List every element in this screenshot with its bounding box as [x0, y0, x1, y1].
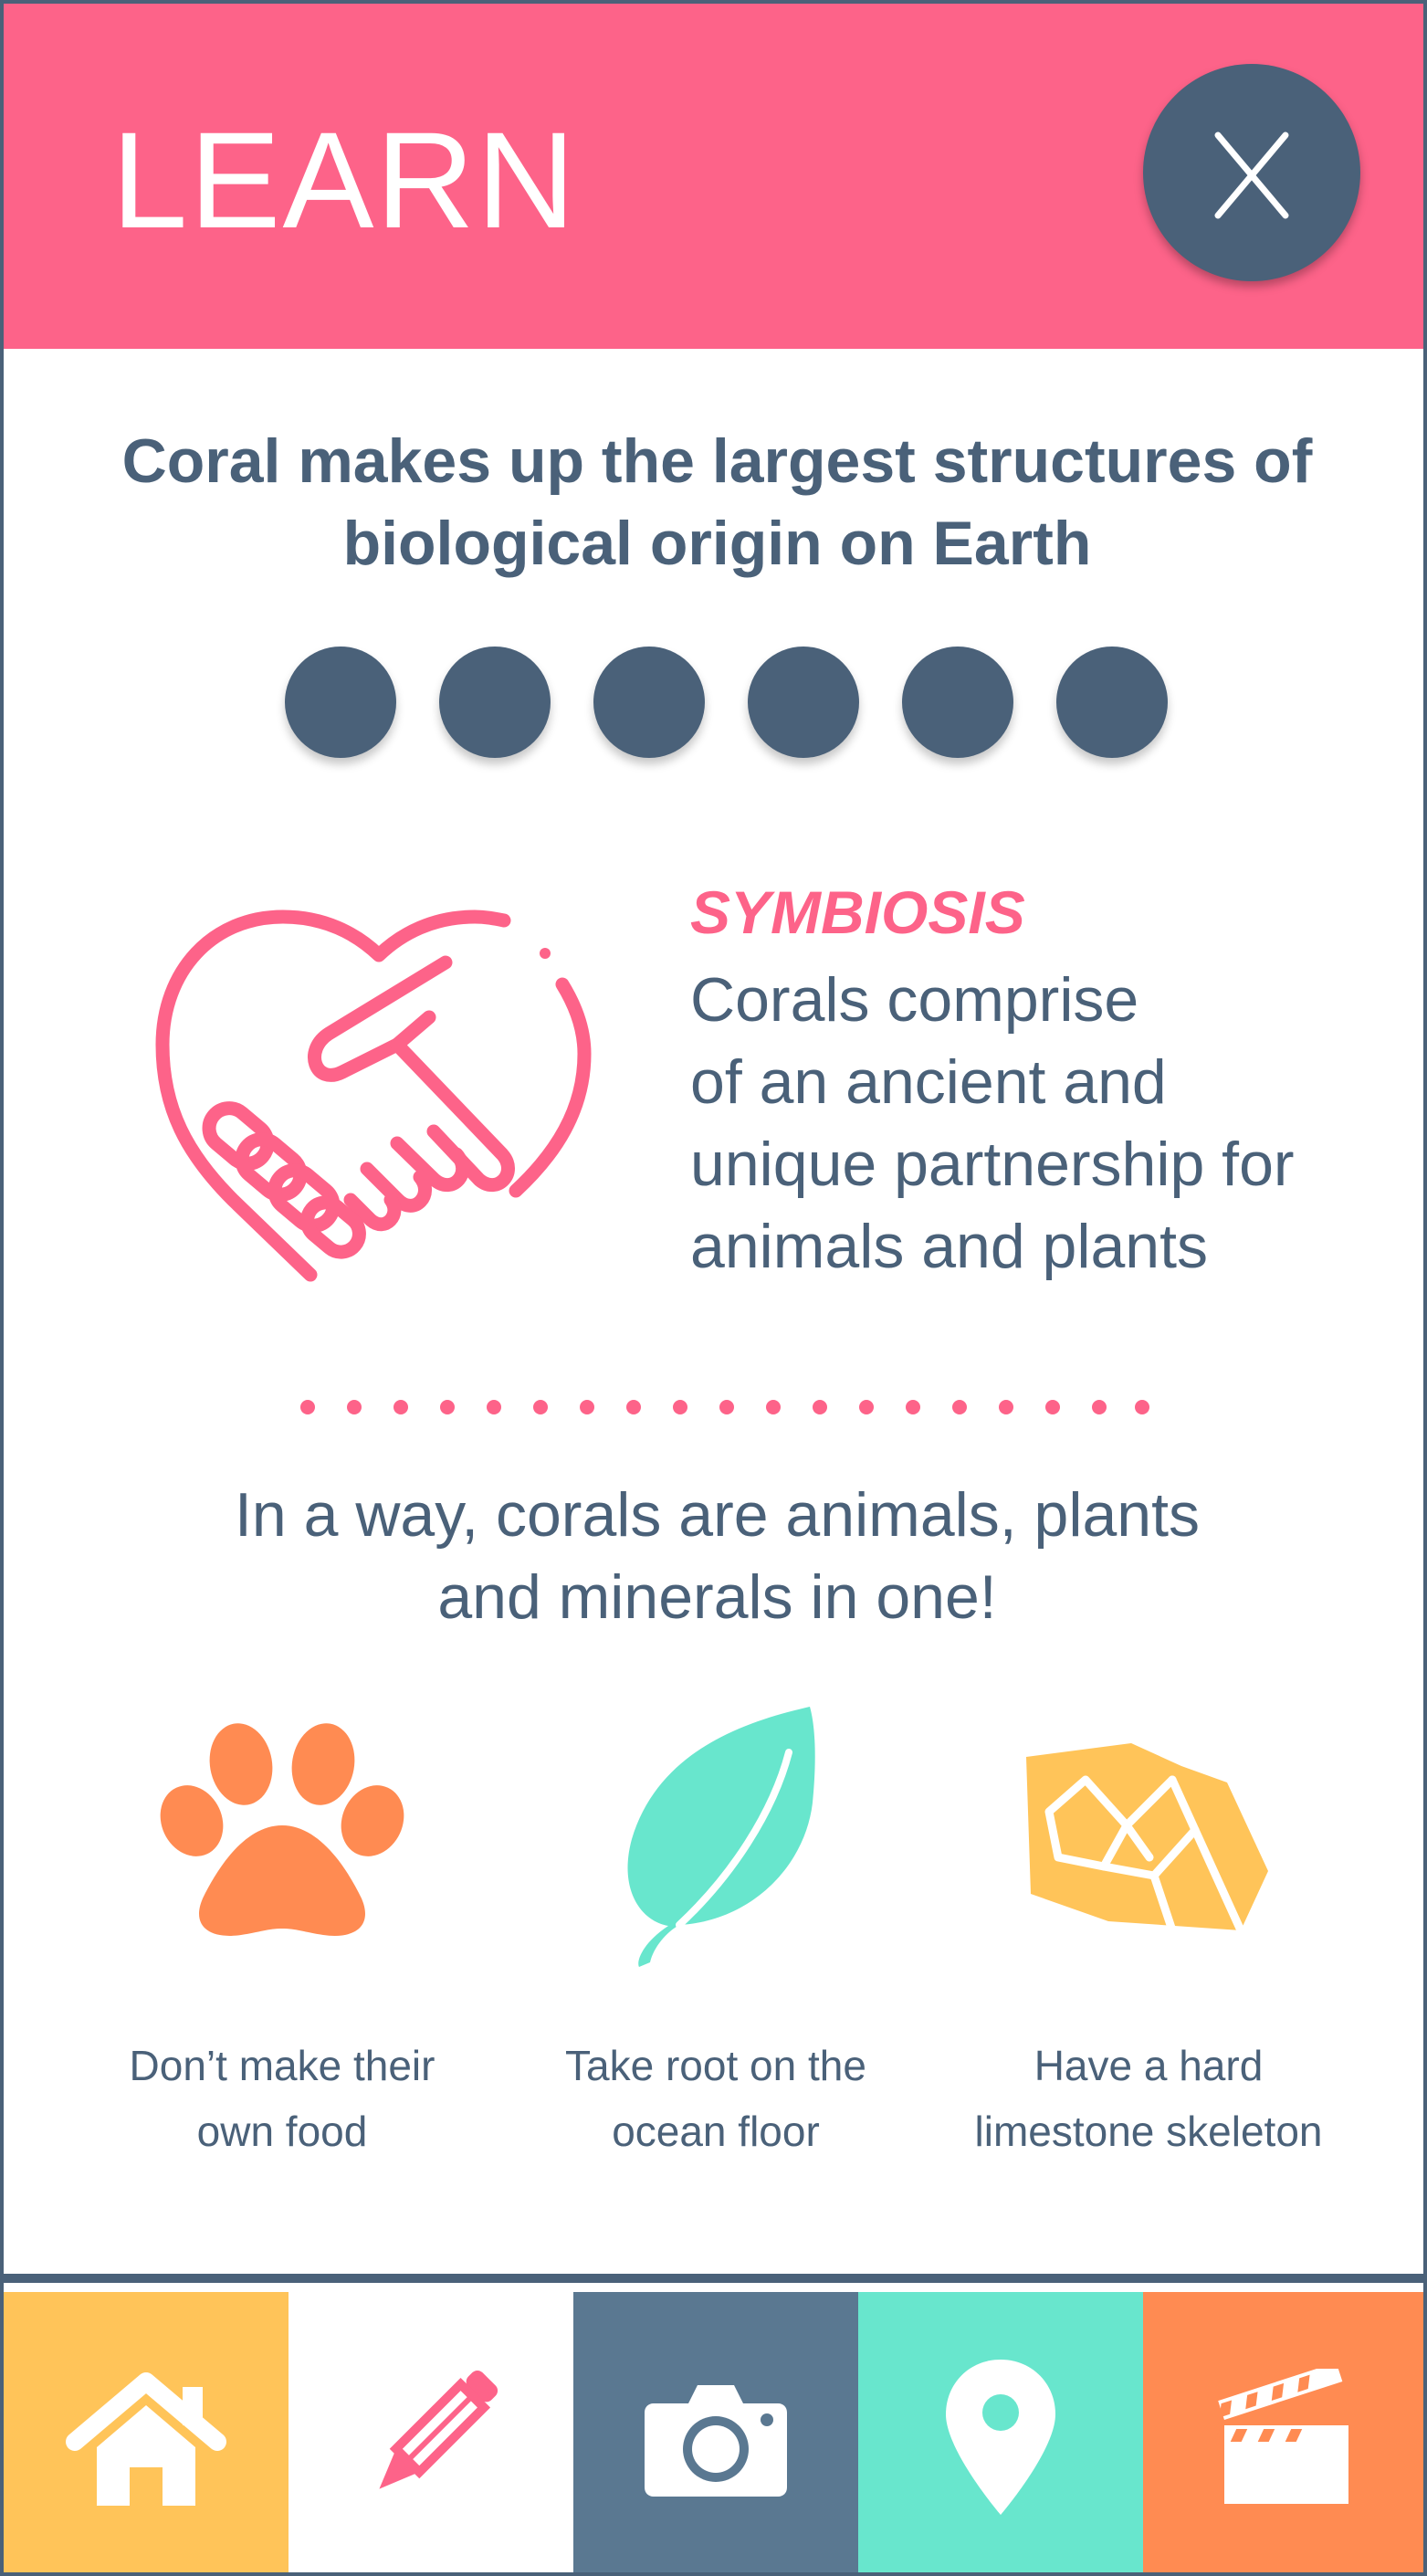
symbiosis-line-3: unique partnership for	[690, 1130, 1295, 1199]
feature-caption-mineral-line-2: limestone skeleton	[974, 2108, 1323, 2155]
pagination-dot-6[interactable]	[1056, 647, 1168, 758]
home-icon	[66, 2371, 226, 2506]
page-title: LEARN	[111, 103, 578, 257]
symbiosis-line-2: of an ancient and	[690, 1047, 1167, 1117]
headline-line-2: biological origin on Earth	[342, 509, 1092, 578]
tagline: In a way, corals are animals, plants and…	[122, 1474, 1312, 1638]
symbiosis-title: SYMBIOSIS	[690, 878, 1025, 946]
feature-caption-plant-line-2: ocean floor	[612, 2108, 820, 2155]
nav-tab-video[interactable]	[1143, 2292, 1423, 2572]
paw-print-icon	[160, 1723, 404, 1936]
headline-line-1: Coral makes up the largest structures of	[121, 426, 1313, 496]
nav-tab-location[interactable]	[858, 2292, 1143, 2572]
feature-caption-animal-line-1: Don’t make their	[129, 2042, 435, 2089]
location-pin-icon	[946, 2359, 1055, 2515]
heart-handshake-icon	[155, 909, 592, 1282]
feature-caption-plant: Take root on the ocean floor	[524, 2033, 908, 2164]
tagline-line-1: In a way, corals are animals, plants	[235, 1480, 1200, 1550]
tagline-line-2: and minerals in one!	[437, 1562, 997, 1632]
leaf-icon	[627, 1707, 815, 1967]
symbiosis-line-1: Corals comprise	[690, 965, 1139, 1035]
pagination-dot-5[interactable]	[902, 647, 1013, 758]
close-button[interactable]	[1143, 64, 1360, 281]
nav-tab-pencil[interactable]	[289, 2292, 573, 2572]
camera-icon	[645, 2384, 787, 2497]
headline: Coral makes up the largest structures of…	[58, 420, 1376, 584]
feature-caption-mineral: Have a hard limestone skeleton	[957, 2033, 1340, 2164]
nav-tab-home[interactable]	[4, 2292, 289, 2572]
bottom-nav	[4, 2274, 1423, 2572]
feature-caption-plant-line-1: Take root on the	[565, 2042, 866, 2089]
feature-caption-animal-line-2: own food	[196, 2108, 368, 2155]
pagination-dot-2[interactable]	[439, 647, 551, 758]
symbiosis-line-4: animals and plants	[690, 1212, 1209, 1281]
dotted-divider	[300, 1400, 1149, 1414]
pagination-dot-4[interactable]	[748, 647, 859, 758]
header-bar: LEARN	[4, 4, 1423, 349]
symbiosis-description: Corals comprise of an ancient and unique…	[690, 959, 1384, 1288]
rock-icon	[1026, 1743, 1268, 1935]
close-icon	[1214, 131, 1289, 219]
nav-tab-camera[interactable]	[573, 2292, 858, 2572]
feature-caption-animal: Don’t make their own food	[90, 2033, 474, 2164]
clapperboard-icon	[1214, 2368, 1348, 2504]
pencil-icon	[379, 2370, 498, 2489]
pagination-dot-1[interactable]	[285, 647, 396, 758]
feature-caption-mineral-line-1: Have a hard	[1034, 2042, 1264, 2089]
pagination-dot-3[interactable]	[593, 647, 705, 758]
